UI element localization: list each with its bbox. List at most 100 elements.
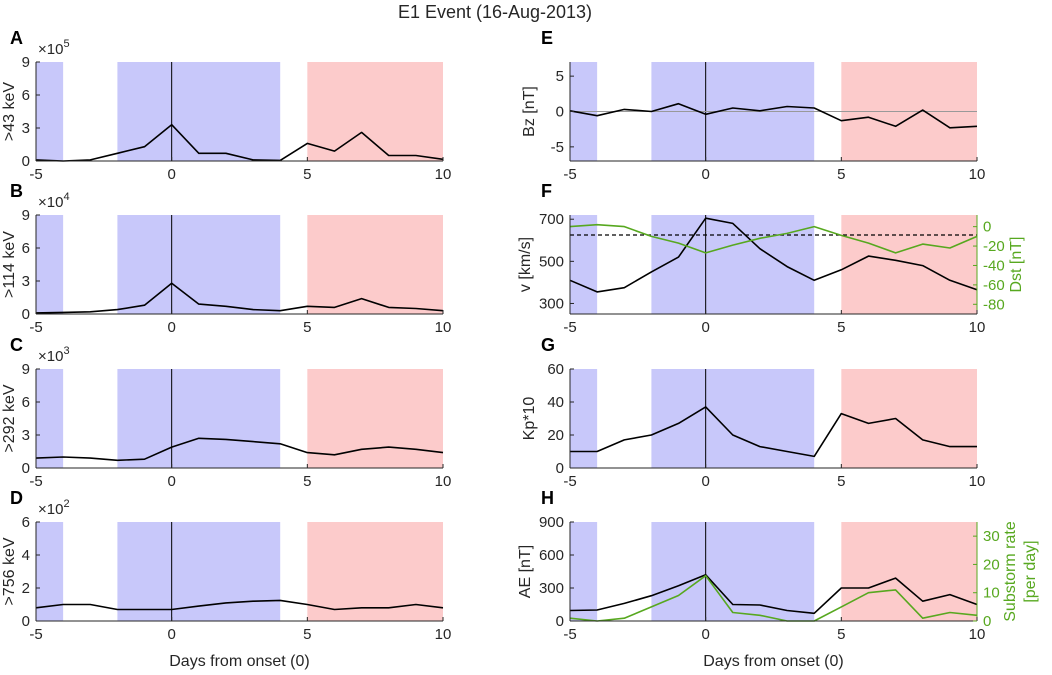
panel-letter-g: G [541,335,555,355]
series-line-flux [35,282,444,314]
y-tick-label: 4 [22,547,30,564]
y-tick-label: 0 [556,460,564,477]
y2-tick-label: -20 [983,238,1005,255]
x-tick-label: -5 [563,626,576,643]
series-line-v [569,217,978,293]
shade-region [36,369,64,468]
shade-region [117,522,281,621]
exponent-base: ×10 [38,194,63,211]
shade-region [651,522,815,621]
x-tick-label: 5 [837,166,845,183]
x-tick-label: 5 [303,626,311,643]
x-tick-label: 5 [303,166,311,183]
panel-f: -5 0 5 10 300 500 700 0 -20 -40 -60 -80 v [km/s] Dst … [517,181,1025,336]
x-axis-label: Days from onset (0) [169,653,309,670]
x-tick-label: 10 [969,626,986,643]
shade-region [841,522,977,621]
x-tick-label: 10 [969,166,986,183]
y-tick-label: 3 [22,273,30,290]
panel-letter-e: E [541,28,553,48]
y2-tick-label: -80 [983,296,1005,313]
y-tick-label: 900 [539,514,564,531]
x-tick-label: -5 [563,473,576,490]
shade-region [307,215,443,314]
x-tick-label: -5 [29,166,42,183]
y2-tick-label: 30 [983,528,1000,545]
y-tick-label: 20 [547,427,564,444]
x-tick-label: -5 [563,319,576,336]
y-exponent-label: ×102 [38,498,70,518]
x-tick-label: 10 [435,319,452,336]
y-axis-label: AE [nT] [517,545,534,598]
y-tick-label: 60 [547,361,564,378]
x-tick-label: -5 [563,166,576,183]
y-tick-label: 0 [556,104,564,121]
x-tick-label: 5 [837,319,845,336]
y-tick-label: 0 [22,613,30,630]
y-axis-label: Kp*10 [521,397,538,441]
series-line-dst [569,223,978,254]
y-tick-label: 0 [22,460,30,477]
exponent-power: 3 [63,345,69,357]
x-tick-label: 10 [435,626,452,643]
y-tick-label: 6 [22,87,30,104]
x-tick-label: 0 [701,626,709,643]
y-tick-label: 40 [547,394,564,411]
y-axis-label: >756 keV [1,537,18,605]
series-line-substorm-rate [569,574,978,622]
y-exponent-label: ×105 [38,38,70,58]
shade-region [651,369,815,468]
y-tick-label: 5 [556,68,564,85]
y-tick-label: 500 [539,253,564,270]
x-tick-label: 5 [837,473,845,490]
y-exponent-label: ×104 [38,191,70,211]
y-tick-label: 9 [22,54,30,71]
y-axis-label: v [km/s] [517,237,534,292]
y2-axis-label: Dst [nT] [1008,236,1025,292]
x-tick-label: 0 [167,166,175,183]
y-tick-label: -5 [551,139,564,156]
y2-tick-label: 10 [983,585,1000,602]
y2-axis-label-line2: [per day] [1022,540,1039,602]
shade-region [570,215,598,314]
series-line-flux [35,123,444,162]
y-tick-label: 3 [22,427,30,444]
y-tick-label: 2 [22,580,30,597]
series-line-kp-10 [570,406,977,458]
shade-region [307,62,443,161]
exponent-base: ×10 [38,348,63,365]
figure-title: E1 Event (16-Aug-2013) [398,2,592,22]
panel-letter-h: H [541,488,554,508]
shade-region [117,369,281,468]
panel-letter-a: A [10,28,23,48]
y-tick-label: 6 [22,394,30,411]
y2-tick-label: -60 [983,277,1005,294]
y-tick-label: 0 [22,153,30,170]
panel-e: -5 0 5 10 -5 0 5 Bz [nT] E [521,28,985,183]
y-tick-label: 700 [539,211,564,228]
x-tick-label: 10 [969,319,986,336]
shade-region [570,369,598,468]
x-tick-label: -5 [29,319,42,336]
exponent-base: ×10 [38,501,63,518]
y2-axis-label: Substorm rate [1002,521,1019,622]
y-axis-label: >114 keV [1,231,18,298]
shade-region [570,522,598,621]
x-tick-label: -5 [29,626,42,643]
x-tick-label: 10 [435,473,452,490]
y-axis-label: Bz [nT] [521,86,538,137]
shade-region [841,369,977,468]
y-tick-label: 0 [556,613,564,630]
y-tick-label: 300 [539,580,564,597]
x-tick-label: 5 [837,626,845,643]
x-tick-label: 0 [701,473,709,490]
y-axis-label: >43 keV [1,82,18,141]
exponent-power: 5 [63,38,69,50]
y-tick-label: 9 [22,207,30,224]
x-axis-label: Days from onset (0) [703,653,843,670]
